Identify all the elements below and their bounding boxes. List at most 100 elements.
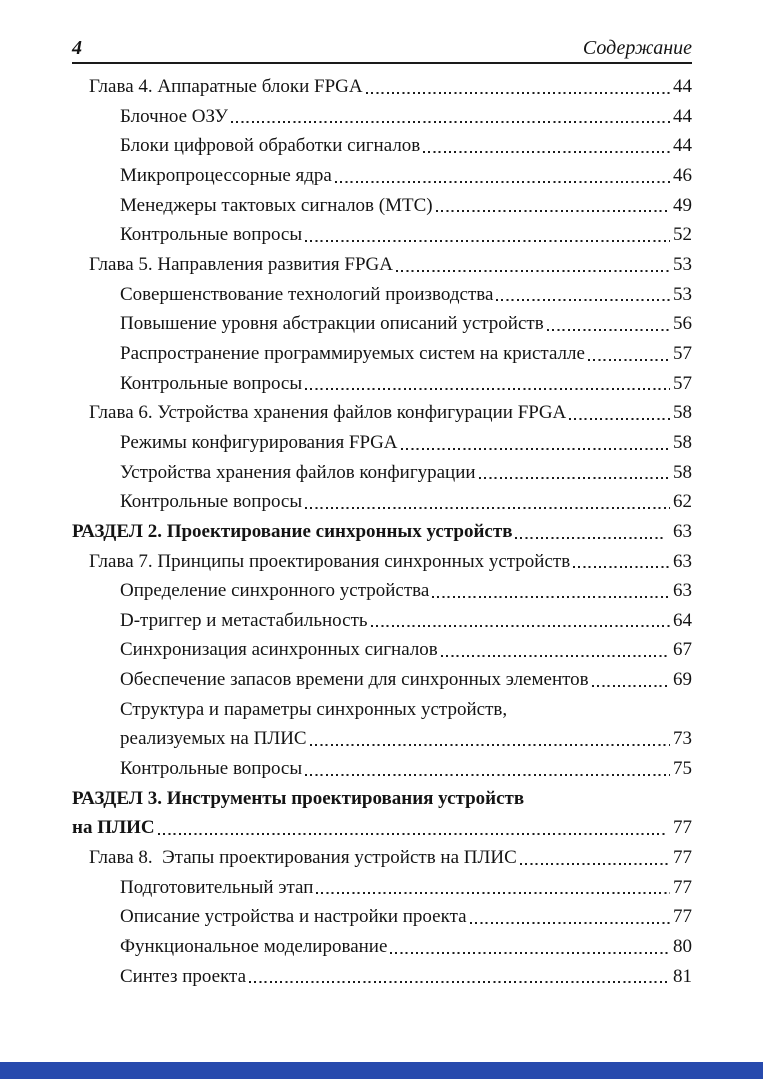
toc-entry: Обеспечение запасов времени для синхронн… — [72, 665, 692, 695]
dot-leader — [365, 91, 670, 94]
toc-entry-line: Блочное ОЗУ 44 — [120, 102, 692, 132]
dot-leader — [432, 595, 670, 598]
dot-leader — [569, 417, 670, 420]
dot-leader — [316, 892, 670, 895]
toc-entry-title: Определение синхронного устройства — [120, 580, 430, 602]
dot-leader — [395, 269, 670, 272]
toc-entry-title-line1: Структура и параметры синхронных устройс… — [120, 698, 508, 720]
toc-entry-page: 49 — [673, 194, 692, 216]
toc-entry-line: Описание устройства и настройки проекта … — [120, 902, 692, 932]
toc-entry: Совершенствование технологий производств… — [72, 280, 692, 310]
dot-leader — [334, 180, 670, 183]
toc-entry-page: 57 — [673, 342, 692, 364]
toc-entry-page: 58 — [673, 431, 692, 453]
toc-entry-page: 62 — [673, 491, 692, 513]
toc-entry-page: 58 — [673, 402, 692, 424]
toc-entry-title: Контрольные вопросы — [120, 372, 303, 394]
running-head: 4 Содержание — [72, 37, 692, 64]
toc-entry-title: Контрольные вопросы — [120, 491, 303, 513]
toc-entry-page: 58 — [673, 461, 692, 483]
toc-entry-line: Контрольные вопросы 62 — [120, 487, 692, 517]
toc-entry: Контрольные вопросы 52 — [72, 220, 692, 250]
toc-entry: Описание устройства и настройки проекта … — [72, 902, 692, 932]
toc-entry: Определение синхронного устройства 63 — [72, 576, 692, 606]
toc-entry-title: Режимы конфигурирования FPGA — [120, 431, 398, 453]
toc-entry-line: реализуемых на ПЛИС 73 — [120, 724, 692, 754]
dot-leader — [305, 239, 670, 242]
toc-entry: Блочное ОЗУ 44 — [72, 102, 692, 132]
dot-leader — [546, 328, 670, 331]
toc-entry-line: РАЗДЕЛ 2. Проектирование синхронных устр… — [72, 517, 692, 547]
toc-entry: Блоки цифровой обработки сигналов 44 — [72, 131, 692, 161]
dot-leader — [390, 951, 670, 954]
toc-entry-line: Распространение программируемых систем н… — [120, 339, 692, 369]
toc-entry-title: на ПЛИС — [72, 817, 155, 839]
toc-entry-page: 67 — [673, 639, 692, 661]
toc-entry-title: Глава 6. Устройства хранения файлов конф… — [89, 402, 567, 424]
dot-leader — [423, 150, 670, 153]
toc-entry-page: 77 — [673, 876, 692, 898]
toc-entry-line: Глава 5. Направления развития FPGA 53 — [89, 250, 692, 280]
toc-entry-line: Синхронизация асинхронных сигналов 67 — [120, 635, 692, 665]
toc-entry-title: Устройства хранения файлов конфигурации — [120, 461, 476, 483]
toc-entry: D-триггер и метастабильность 64 — [72, 606, 692, 636]
toc-entry-title: Обеспечение запасов времени для синхронн… — [120, 669, 589, 691]
toc-entry-page: 77 — [673, 906, 692, 928]
toc-entry-line: Контрольные вопросы 52 — [120, 220, 692, 250]
toc-entry: Режимы конфигурирования FPGA 58 — [72, 428, 692, 458]
toc-entry-line: Устройства хранения файлов конфигурации … — [120, 458, 692, 488]
toc-entry-page: 80 — [673, 936, 692, 958]
toc-entry-line: Блоки цифровой обработки сигналов 44 — [120, 131, 692, 161]
toc-entry: Контрольные вопросы 57 — [72, 369, 692, 399]
dot-leader — [573, 566, 670, 569]
toc-entry-title: Глава 7. Принципы проектирования синхрон… — [89, 550, 571, 572]
toc-entry-title: Описание устройства и настройки проекта — [120, 906, 467, 928]
toc-entry-line: Функциональное моделирование 80 — [120, 932, 692, 962]
dot-leader — [249, 981, 670, 984]
toc-entry-line: Режимы конфигурирования FPGA 58 — [120, 428, 692, 458]
table-of-contents: Глава 4. Аппаратные блоки FPGA 44 Блочно… — [72, 72, 692, 991]
toc-entry-page: 52 — [673, 224, 692, 246]
toc-entry-line: Повышение уровня абстракции описаний уст… — [120, 309, 692, 339]
toc-entry: Распространение программируемых систем н… — [72, 339, 692, 369]
toc-entry: Контрольные вопросы 62 — [72, 487, 692, 517]
toc-entry-title: Глава 5. Направления развития FPGA — [89, 253, 393, 275]
toc-entry-line: на ПЛИС 77 — [72, 813, 692, 843]
toc-entry-title: D-триггер и метастабильность — [120, 609, 368, 631]
toc-entry-line: Обеспечение запасов времени для синхронн… — [120, 665, 692, 695]
dot-leader — [440, 655, 670, 658]
toc-entry-title: Подготовительный этап — [120, 876, 314, 898]
toc-entry-line: Глава 6. Устройства хранения файлов конф… — [89, 398, 692, 428]
toc-entry-line: Микропроцессорные ядра 46 — [120, 161, 692, 191]
dot-leader — [370, 625, 670, 628]
page-number: 4 — [72, 37, 82, 59]
toc-entry-title-line1: РАЗДЕЛ 3. Инструменты проектирования уст… — [72, 787, 525, 809]
dot-leader — [157, 833, 665, 836]
toc-entry-page: 56 — [673, 313, 692, 335]
toc-entry-page: 63 — [673, 520, 692, 542]
toc-entry-page: 44 — [673, 76, 692, 97]
toc-entry-page: 53 — [673, 253, 692, 275]
toc-entry-title: Глава 8. Этапы проектирования устройств … — [89, 847, 517, 869]
toc-entry-line: Менеджеры тактовых сигналов (МТС) 49 — [120, 191, 692, 221]
toc-entry-page: 75 — [673, 758, 692, 780]
dot-leader — [309, 744, 670, 747]
toc-entry: Повышение уровня абстракции описаний уст… — [72, 309, 692, 339]
toc-entry-line: Контрольные вопросы 57 — [120, 369, 692, 399]
toc-entry: Структура и параметры синхронных устройс… — [72, 695, 692, 754]
dot-leader — [435, 210, 670, 213]
toc-entry-title: Блочное ОЗУ — [120, 105, 229, 127]
toc-entry: РАЗДЕЛ 2. Проектирование синхронных устр… — [72, 517, 692, 547]
toc-entry-title: Синхронизация асинхронных сигналов — [120, 639, 438, 661]
toc-entry: Менеджеры тактовых сигналов (МТС) 49 — [72, 191, 692, 221]
toc-entry-line: Контрольные вопросы 75 — [120, 754, 692, 784]
dot-leader — [591, 684, 670, 687]
toc-entry-line: Совершенствование технологий производств… — [120, 280, 692, 310]
dot-leader — [515, 536, 665, 539]
dot-leader — [496, 299, 670, 302]
toc-entry-title: Менеджеры тактовых сигналов (МТС) — [120, 194, 433, 216]
toc-entry-page: 77 — [673, 817, 692, 839]
toc-entry: Микропроцессорные ядра 46 — [72, 161, 692, 191]
dot-leader — [587, 358, 670, 361]
